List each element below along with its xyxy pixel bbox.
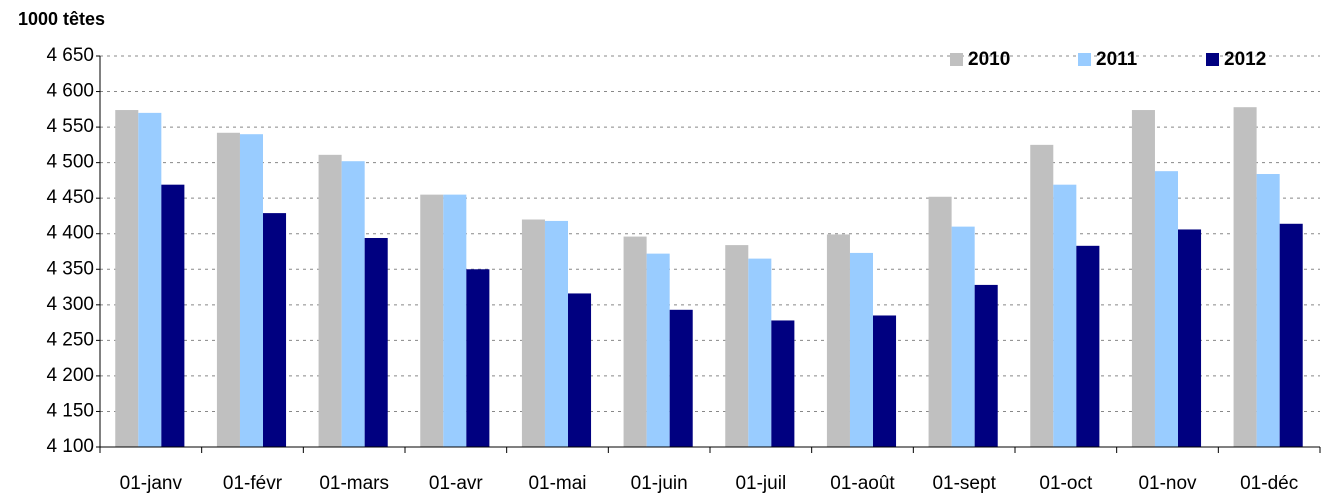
bar xyxy=(1154,171,1179,447)
bar xyxy=(974,284,998,447)
y-tick-label: 4 150 xyxy=(46,400,94,421)
legend-label: 2011 xyxy=(1096,49,1138,70)
bar xyxy=(1178,229,1202,447)
legend-swatch xyxy=(1206,53,1219,66)
bar xyxy=(216,132,240,447)
x-tick-label: 01-juin xyxy=(631,473,688,494)
y-tick-label: 4 600 xyxy=(46,81,94,102)
bar xyxy=(623,236,647,447)
bar xyxy=(138,112,162,447)
x-tick-label: 01-mars xyxy=(319,473,389,494)
x-tick-label: 01-nov xyxy=(1138,473,1197,494)
x-tick-label: 01-mai xyxy=(528,473,586,494)
bar xyxy=(1053,184,1077,447)
x-tick-label: 01-sept xyxy=(932,473,996,494)
bar xyxy=(873,315,897,447)
bar xyxy=(239,134,264,447)
bar xyxy=(669,309,693,447)
bar xyxy=(1279,223,1303,447)
y-tick-label: 4 200 xyxy=(46,365,94,386)
bar xyxy=(928,196,952,447)
legend-swatch xyxy=(950,53,963,66)
x-tick-label: 01-janv xyxy=(120,473,183,494)
y-tick-label: 4 400 xyxy=(46,223,94,244)
y-tick-label: 4 350 xyxy=(46,258,94,279)
y-tick-label: 4 500 xyxy=(46,152,94,173)
x-tick-label: 01-déc xyxy=(1240,473,1298,494)
bar xyxy=(263,213,287,447)
legend-label: 2010 xyxy=(968,49,1010,70)
bar xyxy=(443,194,467,447)
y-tick-label: 4 450 xyxy=(46,187,94,208)
y-tick-label: 4 250 xyxy=(46,329,94,350)
legend-label: 2012 xyxy=(1224,49,1266,70)
bar xyxy=(568,293,592,447)
bar xyxy=(951,226,975,447)
bar xyxy=(364,237,388,447)
x-tick-label: 01-févr xyxy=(223,473,283,494)
x-tick-label: 01-oct xyxy=(1039,473,1093,494)
bar xyxy=(646,253,670,447)
bar xyxy=(849,252,874,447)
bar xyxy=(115,110,139,448)
x-tick-label: 01-avr xyxy=(429,473,484,494)
bar xyxy=(161,184,185,447)
bar xyxy=(1076,245,1100,447)
bar xyxy=(725,245,749,447)
legend-swatch xyxy=(1078,53,1091,66)
bar xyxy=(318,154,342,448)
y-tick-label: 4 100 xyxy=(46,436,94,457)
bar xyxy=(826,234,850,447)
bar xyxy=(521,219,545,447)
bar xyxy=(748,258,772,447)
bar xyxy=(1131,110,1155,448)
bar xyxy=(1030,144,1054,447)
x-tick-label: 01-août xyxy=(830,473,895,494)
x-tick-label: 01-juil xyxy=(735,473,786,494)
bar xyxy=(771,320,795,447)
bar xyxy=(420,194,444,447)
y-tick-label: 4 550 xyxy=(46,116,94,137)
bar xyxy=(1256,174,1280,447)
y-axis-title: 1000 têtes xyxy=(18,9,105,29)
bar xyxy=(544,220,569,447)
y-tick-label: 4 300 xyxy=(46,294,94,315)
y-tick-label: 4 650 xyxy=(46,45,94,66)
bar xyxy=(1233,107,1257,447)
bar xyxy=(466,269,490,447)
bar xyxy=(341,161,365,447)
